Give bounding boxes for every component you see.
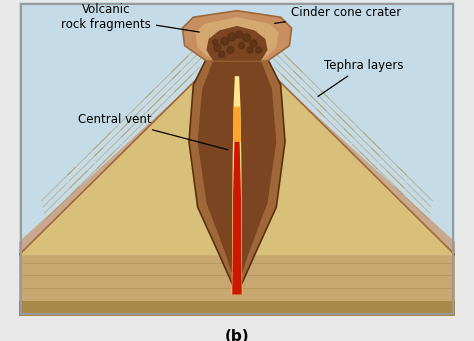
Polygon shape (232, 142, 242, 295)
Circle shape (228, 33, 236, 41)
Polygon shape (18, 2, 456, 255)
Text: Volcanic
rock fragments: Volcanic rock fragments (61, 3, 199, 32)
Circle shape (256, 47, 262, 53)
Circle shape (238, 43, 245, 49)
Text: (b): (b) (225, 328, 249, 341)
Polygon shape (182, 11, 292, 61)
Polygon shape (18, 249, 456, 301)
Circle shape (212, 40, 218, 45)
Polygon shape (18, 61, 222, 255)
Circle shape (227, 46, 234, 54)
Polygon shape (18, 301, 456, 316)
Circle shape (243, 34, 251, 42)
Circle shape (214, 44, 221, 51)
Circle shape (236, 31, 243, 38)
Polygon shape (198, 61, 276, 290)
Polygon shape (195, 17, 279, 61)
Polygon shape (207, 26, 267, 61)
Polygon shape (189, 59, 285, 295)
Polygon shape (252, 61, 456, 255)
Polygon shape (233, 107, 241, 142)
Text: Tephra layers: Tephra layers (318, 59, 403, 97)
Circle shape (219, 51, 225, 57)
Text: Cinder cone crater: Cinder cone crater (275, 6, 401, 24)
Polygon shape (232, 76, 242, 295)
Circle shape (221, 37, 228, 45)
Polygon shape (18, 61, 220, 255)
Circle shape (247, 47, 253, 53)
Polygon shape (254, 61, 456, 255)
Text: Central vent: Central vent (78, 113, 228, 150)
Circle shape (250, 40, 257, 47)
